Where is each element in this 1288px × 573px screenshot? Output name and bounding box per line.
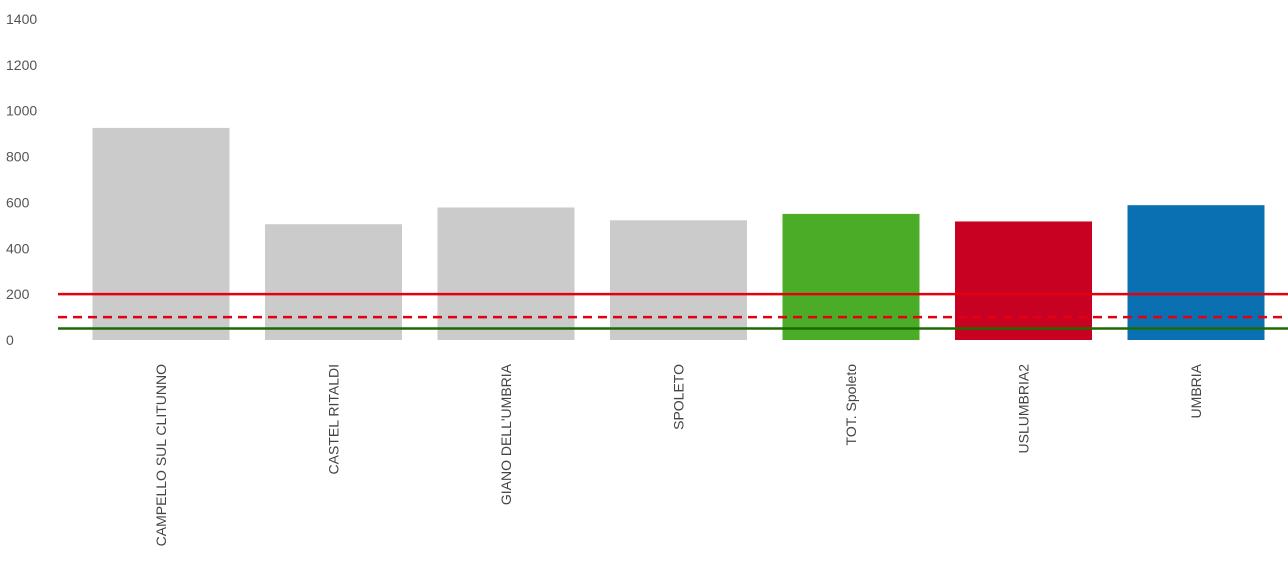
y-tick-label: 600 bbox=[6, 194, 30, 210]
y-tick-label: 1200 bbox=[6, 57, 37, 73]
x-category-label: CAMPELLO SUL CLITUNNO bbox=[153, 364, 169, 546]
y-tick-label: 800 bbox=[6, 149, 30, 165]
reference-lines bbox=[58, 292, 1288, 330]
bar[interactable] bbox=[437, 207, 575, 340]
x-category-label: TOT. Spoleto bbox=[843, 364, 859, 446]
x-axis-labels: CAMPELLO SUL CLITUNNO CASTEL RITALDI GIANO… bbox=[153, 363, 1204, 546]
bars bbox=[92, 127, 1265, 341]
x-category-label: GIANO DELL'UMBRIA bbox=[498, 363, 514, 505]
x-category-label: SPOLETO bbox=[671, 364, 687, 430]
x-category-label: CASTEL RITALDI bbox=[326, 364, 342, 474]
y-tick-label: 1400 bbox=[6, 11, 37, 27]
bar[interactable] bbox=[955, 221, 1092, 340]
bar[interactable] bbox=[610, 220, 747, 340]
bar[interactable] bbox=[1127, 205, 1265, 340]
y-tick-label: 0 bbox=[6, 332, 14, 348]
bar[interactable] bbox=[92, 127, 230, 341]
bar[interactable] bbox=[265, 224, 402, 340]
x-category-label: USLUMBRIA2 bbox=[1016, 364, 1032, 454]
x-category-label: UMBRIA bbox=[1188, 363, 1204, 418]
y-tick-label: 200 bbox=[6, 286, 30, 302]
bar[interactable] bbox=[782, 213, 920, 340]
y-axis-ticks: 0 200 400 600 800 1000 1200 1400 bbox=[6, 11, 37, 348]
y-tick-label: 1000 bbox=[6, 103, 37, 119]
y-tick-label: 400 bbox=[6, 240, 30, 256]
